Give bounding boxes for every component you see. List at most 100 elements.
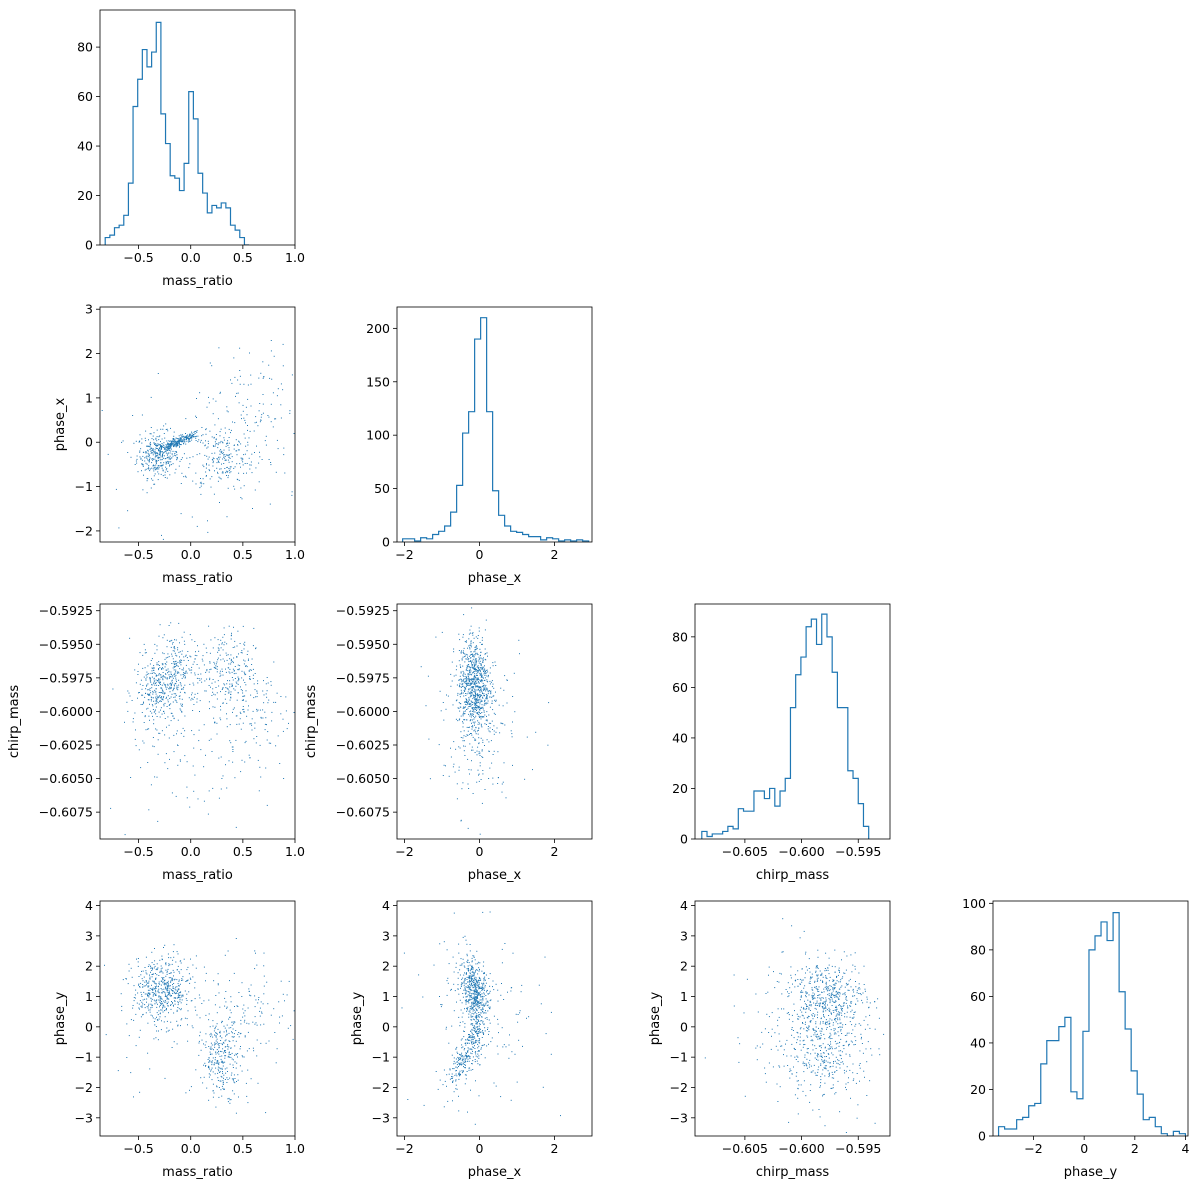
- scatter-point: [226, 475, 227, 476]
- scatter-point: [235, 395, 236, 397]
- scatter-point: [175, 654, 177, 656]
- scatter-point: [224, 698, 226, 700]
- scatter-point: [468, 677, 470, 679]
- scatter-point: [139, 683, 141, 685]
- scatter-point: [471, 746, 473, 748]
- scatter-point: [254, 727, 256, 729]
- scatter-point: [206, 447, 208, 449]
- scatter-point: [485, 982, 487, 984]
- scatter-point: [172, 969, 174, 971]
- scatter-point: [478, 988, 480, 990]
- scatter-point: [220, 647, 222, 649]
- scatter-point: [258, 410, 260, 412]
- scatter-point: [483, 1005, 485, 1007]
- scatter-point: [474, 669, 476, 670]
- scatter-point: [475, 691, 477, 693]
- scatter-point: [253, 683, 255, 685]
- scatter-point: [460, 1064, 462, 1065]
- scatter-point: [169, 985, 171, 987]
- scatter-point: [472, 1027, 474, 1028]
- scatter-point: [185, 439, 187, 440]
- scatter-point: [176, 451, 178, 453]
- scatter-point: [504, 724, 506, 726]
- scatter-point: [189, 683, 191, 685]
- scatter-point: [156, 695, 158, 697]
- scatter-point: [260, 1042, 262, 1044]
- scatter-point: [142, 999, 144, 1001]
- scatter-point: [214, 1034, 215, 1036]
- scatter-point: [469, 1009, 471, 1011]
- scatter-point: [155, 693, 157, 695]
- scatter-point: [241, 996, 243, 997]
- scatter-point: [138, 692, 140, 693]
- scatter-point: [214, 694, 216, 696]
- scatter-point: [461, 679, 463, 681]
- scatter-point: [461, 1072, 463, 1074]
- scatter-point: [483, 983, 485, 985]
- scatter-point: [228, 454, 230, 456]
- scatter-point: [181, 435, 183, 437]
- scatter-point: [157, 445, 158, 447]
- scatter-point: [156, 1030, 158, 1032]
- scatter-point: [184, 674, 186, 676]
- scatter-point: [514, 711, 516, 713]
- scatter-point: [135, 460, 137, 462]
- scatter-point: [177, 997, 179, 999]
- scatter-point: [204, 444, 206, 446]
- scatter-point: [165, 452, 167, 454]
- scatter-point: [181, 636, 183, 638]
- scatter-point: [186, 1003, 188, 1005]
- scatter-point: [473, 722, 475, 724]
- scatter-point: [177, 764, 179, 766]
- scatter-point: [193, 734, 195, 736]
- scatter-point: [166, 646, 168, 648]
- scatter-point: [470, 1069, 472, 1071]
- scatter-point: [168, 737, 170, 739]
- scatter-point: [469, 1008, 471, 1009]
- scatter-point: [147, 449, 149, 451]
- scatter-point: [466, 1010, 468, 1012]
- scatter-point: [465, 1052, 467, 1054]
- scatter-point: [485, 659, 487, 661]
- scatter-point: [156, 699, 158, 701]
- scatter-point: [158, 988, 160, 990]
- scatter-point: [477, 712, 479, 714]
- scatter-point: [465, 1074, 467, 1076]
- scatter-point: [156, 452, 158, 454]
- scatter-point: [476, 702, 478, 704]
- scatter-point: [270, 340, 272, 341]
- y-tick-label: 100: [366, 428, 390, 443]
- scatter-point: [475, 1001, 477, 1002]
- scatter-point: [472, 978, 474, 980]
- scatter-point: [477, 694, 479, 696]
- scatter-point: [483, 684, 485, 686]
- scatter-point: [154, 468, 156, 470]
- scatter-point: [236, 723, 238, 725]
- scatter-point: [146, 463, 148, 465]
- scatter-point: [141, 1001, 143, 1003]
- scatter-point: [468, 699, 470, 701]
- scatter-point: [206, 406, 208, 408]
- scatter-point: [478, 1032, 480, 1034]
- scatter-point: [287, 1027, 289, 1029]
- scatter-point: [480, 694, 482, 696]
- scatter-point: [150, 448, 152, 450]
- scatter-point: [476, 652, 478, 654]
- scatter-point: [175, 683, 177, 685]
- scatter-point: [157, 820, 159, 822]
- scatter-point: [459, 969, 461, 971]
- scatter-point: [233, 1023, 235, 1025]
- scatter-point: [286, 994, 288, 996]
- scatter-point: [165, 458, 167, 459]
- x-tick-label: 2: [551, 844, 559, 859]
- scatter-point: [261, 414, 263, 416]
- scatter-point: [156, 460, 158, 462]
- scatter-point: [472, 1069, 474, 1070]
- scatter-point: [176, 444, 178, 446]
- scatter-point: [481, 700, 483, 702]
- scatter-point: [177, 1007, 179, 1008]
- scatter-point: [167, 699, 169, 701]
- scatter-point: [480, 668, 482, 670]
- scatter-point: [468, 688, 470, 690]
- scatter-point: [474, 1031, 476, 1032]
